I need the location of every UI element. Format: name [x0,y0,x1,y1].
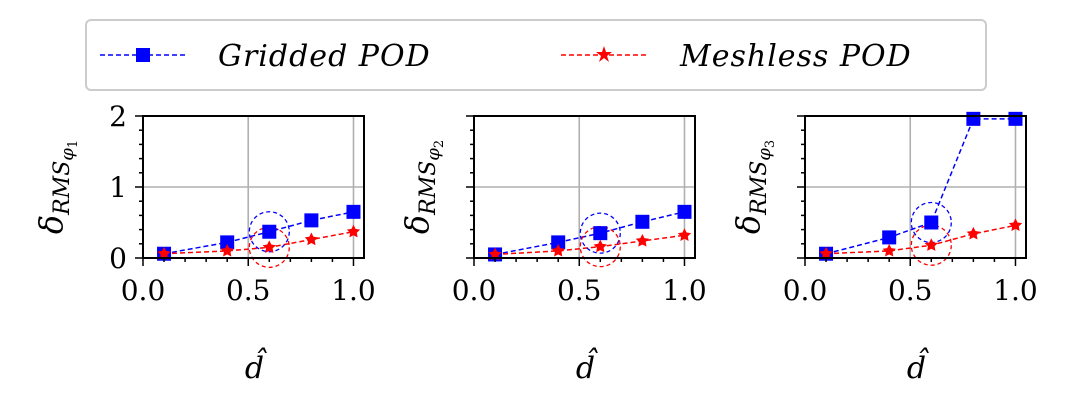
legend-label-gridded: Gridded POD [218,39,431,74]
data-point-meshless [635,233,650,247]
y-tick-label: 0 [109,242,127,275]
x-tick-label: 0.5 [226,274,271,307]
data-point-gridded [262,224,277,239]
legend-entry-meshless: Meshless POD [561,39,912,74]
data-point-meshless [551,243,565,257]
data-point-meshless [488,247,502,261]
data-point-gridded [677,204,692,219]
series-line-gridded [163,211,354,255]
series-line-gridded [494,211,685,256]
legend-marker-gridded [136,48,150,62]
chart-panel-2: 0.0 0.5 1.0 d̂ δRMSφ2 [398,115,707,386]
data-point-gridded [966,111,981,126]
data-point-gridded [635,214,650,229]
legend-marker-meshless [596,46,612,62]
x-tick-label: 0.5 [557,274,602,307]
highlight-circle-gridded [248,211,290,253]
x-axis-label: d̂ [245,347,267,386]
data-point-gridded [220,235,235,250]
chart-panel-3: 0.0 0.5 1.0 d̂ δRMSφ3 [729,111,1038,386]
data-point-meshless [882,243,896,257]
y-axis-label: δRMSφ2 [398,140,447,234]
y-tick-label: 1 [109,171,127,204]
data-point-gridded [924,215,939,230]
legend-box [85,19,987,91]
data-point-meshless [346,224,361,238]
series-line-gridded [825,118,1016,255]
data-point-gridded [882,230,897,245]
data-point-meshless [262,240,276,254]
legend-entry-gridded: Gridded POD [100,39,431,74]
data-point-gridded [346,204,361,219]
x-tick-label: 1.0 [331,274,376,307]
data-point-meshless [593,239,607,253]
x-tick-label: 1.0 [993,274,1038,307]
legend-label-meshless: Meshless POD [679,39,912,74]
data-point-meshless [966,226,981,240]
data-point-gridded [593,226,608,241]
legend: Gridded POD Meshless POD [85,19,987,91]
y-axis-label: δRMSφ3 [729,140,778,234]
x-tick-label: 0.5 [888,274,933,307]
data-point-meshless [220,243,234,257]
y-axis-label: δRMSφ1 [32,140,81,234]
x-axis-label: d̂ [576,347,598,386]
data-point-meshless [304,232,319,246]
data-point-meshless [819,246,833,260]
chart-panel-1: 0.0 0.5 1.0 0 1 2 d̂ δRMSφ1 [32,100,376,386]
data-point-meshless [1008,218,1023,231]
data-point-gridded [1008,111,1023,126]
x-tick-label: 0.0 [452,274,497,307]
highlight-circle-gridded [579,212,621,254]
x-tick-label: 1.0 [662,274,707,307]
x-tick-label: 0.0 [783,274,828,307]
data-point-gridded [304,213,319,228]
x-tick-label: 0.0 [121,274,166,307]
x-axis-label: d̂ [907,347,929,386]
data-point-meshless [157,246,171,260]
data-point-gridded [551,235,566,250]
series-line-meshless [495,234,685,256]
data-point-meshless [924,238,938,251]
data-point-meshless [677,228,692,241]
y-tick-label: 2 [109,100,127,133]
